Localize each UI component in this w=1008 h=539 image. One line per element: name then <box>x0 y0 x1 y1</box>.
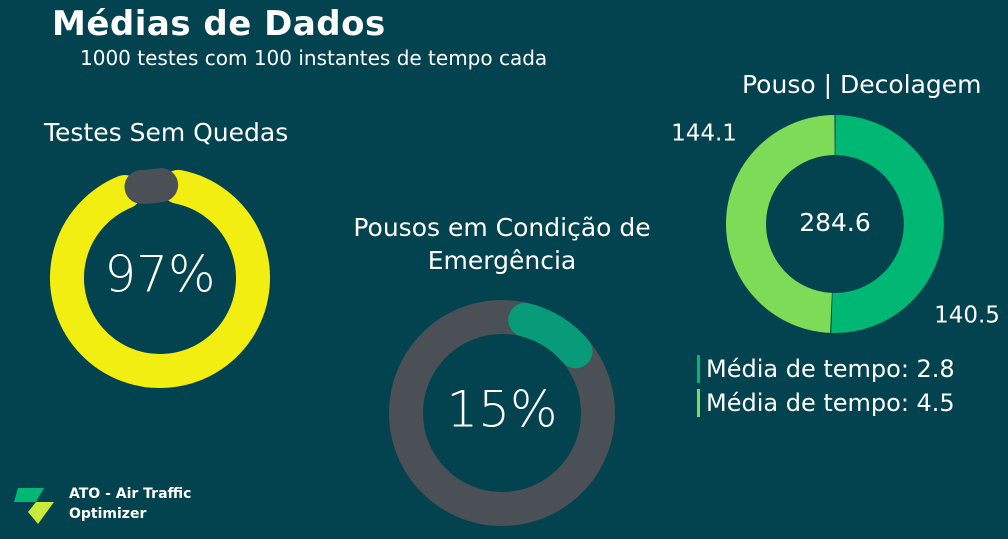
donut-slice-2-1 <box>725 115 836 333</box>
donut-slice-2-0 <box>831 115 944 333</box>
center-label-pousos: 15% <box>446 381 557 439</box>
ato-logo <box>14 488 54 524</box>
legend-swatch-pouso <box>697 355 700 383</box>
slice-label-decolagem: 140.5 <box>934 303 1000 329</box>
donut-testes-sem-quedas: 97% <box>50 168 270 388</box>
center-label-total: 284.6 <box>799 208 871 237</box>
legend-label-pouso: Média de tempo: 2.8 <box>706 355 955 383</box>
donut-pousos-emergencia: 15% <box>389 300 615 526</box>
donut-slice-0-1 <box>124 168 179 204</box>
legend-item-pouso: Média de tempo: 2.8 <box>697 352 955 386</box>
legend-swatch-decolagem <box>697 389 700 417</box>
donut-slice-1-1 <box>389 300 615 526</box>
slice-label-pouso: 144.1 <box>671 121 737 147</box>
chart-title-pousos-emergencia: Pousos em Condição de Emergência <box>353 213 651 275</box>
donut-pouso-decolagem: 284.6 144.1 140.5 <box>671 115 1000 333</box>
chart-title-pouso-decolagem: Pouso | Decolagem <box>742 70 982 99</box>
legend-item-decolagem: Média de tempo: 4.5 <box>697 386 955 420</box>
legend-label-decolagem: Média de tempo: 4.5 <box>706 389 955 417</box>
donut-slice-0-0 <box>50 169 270 388</box>
donut-slice-1-0 <box>508 302 593 369</box>
brand-line-2: Optimizer <box>69 506 147 523</box>
brand-line-1: ATO - Air Traffic <box>69 486 192 502</box>
chart-title-testes-sem-quedas: Testes Sem Quedas <box>44 118 289 147</box>
center-label-testes: 97% <box>104 246 215 304</box>
page-title: Médias de Dados <box>52 4 386 44</box>
page-subtitle: 1000 testes com 100 instantes de tempo c… <box>80 46 548 70</box>
legend-pouso-decolagem: Média de tempo: 2.8 Média de tempo: 4.5 <box>697 352 955 420</box>
brand-name: ATO - Air Traffic Optimizer <box>69 484 191 525</box>
